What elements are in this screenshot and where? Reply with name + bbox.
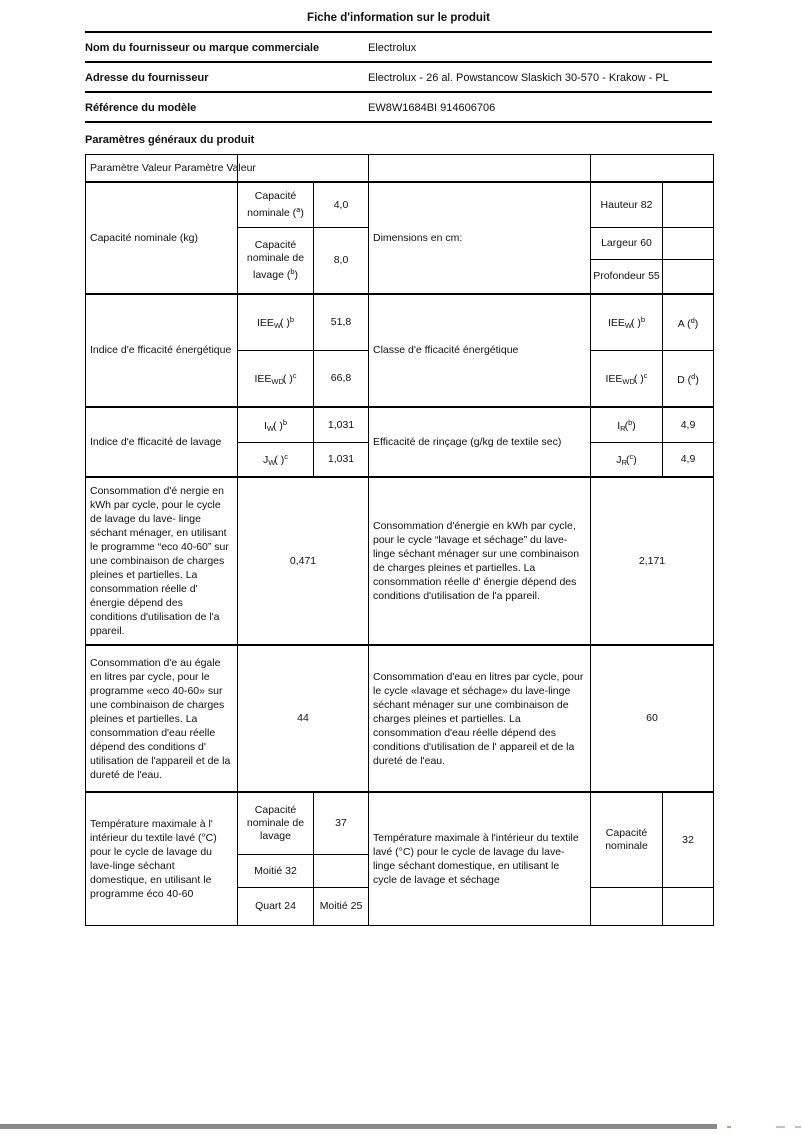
energy-class-label: Classe d'e fficacité énergétique (369, 295, 591, 408)
empty-cell (591, 888, 663, 925)
energy-consumption-eco-value: 0,471 (238, 478, 369, 646)
model-row: Référence du modèle EW8W1684BI 914606706 (85, 93, 712, 123)
water-consumption-washdry-value: 60 (591, 646, 713, 793)
empty-cell (663, 260, 713, 295)
empty-cell (314, 855, 369, 888)
model-value: EW8W1684BI 914606706 (368, 102, 496, 114)
energy-consumption-washdry-text: Consommation d'énergie en kWh par cycle,… (369, 478, 591, 646)
product-fiche: Fiche d'information sur le produit Nom d… (85, 10, 714, 926)
iee-w-notation: IEEW( )b (238, 295, 314, 351)
artifact-dot (795, 1126, 801, 1128)
water-consumption-eco-text: Consommation d'e au égale en litres par … (86, 646, 238, 793)
dimension-depth: Profondeur 55 (591, 260, 663, 295)
model-label: Référence du modèle (85, 102, 197, 114)
empty-cell (663, 888, 713, 925)
rinse-efficiency-label: Efficacité de rinçage (g/kg de textile s… (369, 408, 591, 478)
address-row: Adresse du fournisseur Electrolux - 26 a… (85, 63, 712, 93)
energy-class-w-value: A (d) (663, 295, 713, 351)
water-consumption-eco-value: 44 (238, 646, 369, 793)
temp-nominal-wash-value: 37 (314, 793, 369, 855)
address-label: Adresse du fournisseur (85, 72, 209, 84)
dimensions-label: Dimensions en cm: (369, 183, 591, 295)
supplier-row: Nom du fournisseur ou marque commerciale… (85, 33, 712, 63)
parameters-table: Paramètre Valeur Paramètre Valeur Capaci… (85, 154, 714, 926)
temp-quarter-load: Quart 24 (238, 888, 314, 925)
artifact-dot (727, 1126, 731, 1128)
temp-nominal-wash-label: Capacité nominale de lavage (238, 793, 314, 855)
i-r-value: 4,9 (663, 408, 713, 443)
artifact-dot (776, 1126, 785, 1128)
section-heading: Paramètres généraux du produit (85, 134, 255, 146)
empty-cell (238, 155, 369, 183)
empty-cell (591, 155, 713, 183)
empty-cell (369, 155, 591, 183)
wash-capacity-label: Capacité nominale de lavage (b) (238, 228, 314, 295)
capacity-row-label: Capacité nominale (kg) (86, 183, 238, 295)
nominal-capacity-label: Capacité nominale (a) (238, 183, 314, 228)
energy-consumption-washdry-value: 2,171 (591, 478, 713, 646)
temp-half-load-value: Moitié 25 (314, 888, 369, 925)
energy-index-row-label: Indice d'e fficacité énergétique (86, 295, 238, 408)
dimension-height: Hauteur 82 (591, 183, 663, 228)
energy-consumption-eco-text: Consommation d'é nergie en kWh par cycle… (86, 478, 238, 646)
page-title: Fiche d'information sur le produit (85, 10, 712, 33)
water-consumption-washdry-text: Consommation d'eau en litres par cycle, … (369, 646, 591, 793)
wash-capacity-value: 8,0 (314, 228, 369, 295)
j-w-value: 1,031 (314, 443, 369, 478)
wash-index-row-label: Indice d'e fficacité de lavage (86, 408, 238, 478)
j-w-notation: JW( )c (238, 443, 314, 478)
empty-cell (663, 228, 713, 260)
table-header-cell: Paramètre Valeur Paramètre Valeur (86, 155, 256, 183)
iee-wd-notation: IEEWD( )c (238, 351, 314, 408)
max-temperature-wash-text: Température maximale à l' intérieur du t… (86, 793, 238, 925)
horizontal-scrollbar-thumb[interactable] (0, 1124, 717, 1129)
max-temperature-washdry-text: Température maximale à l'intérieur du te… (369, 793, 591, 925)
iee-w-class-notation: IEEW( )b (591, 295, 663, 351)
nominal-capacity-value: 4,0 (314, 183, 369, 228)
j-r-value: 4,9 (663, 443, 713, 478)
iee-wd-value: 66,8 (314, 351, 369, 408)
iee-w-value: 51,8 (314, 295, 369, 351)
supplier-value: Electrolux (368, 42, 417, 54)
address-value: Electrolux - 26 al. Powstancow Slaskich … (368, 72, 669, 84)
temp-nominal-capacity-value: 32 (663, 793, 713, 888)
energy-class-wd-value: D (d) (663, 351, 713, 408)
i-r-notation: IR(b) (591, 408, 663, 443)
i-w-notation: IW( )b (238, 408, 314, 443)
j-r-notation: JR(c) (591, 443, 663, 478)
supplier-label: Nom du fournisseur ou marque commerciale (85, 42, 320, 54)
iee-wd-class-notation: IEEWD( )c (591, 351, 663, 408)
dimension-width: Largeur 60 (591, 228, 663, 260)
i-w-value: 1,031 (314, 408, 369, 443)
empty-cell (663, 183, 713, 228)
temp-nominal-capacity-label: Capacité nominale (591, 793, 663, 888)
temp-half-load: Moitié 32 (238, 855, 314, 888)
